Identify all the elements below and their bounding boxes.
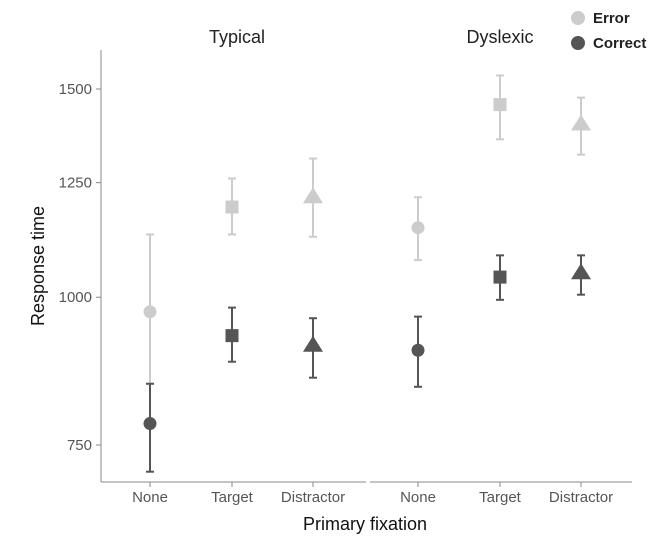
panel-title-0: Typical [209,27,265,47]
data-point-triangle [303,335,323,352]
x-tick-label: Target [211,489,254,506]
data-point-triangle [303,187,323,204]
data-point-circle [143,417,157,431]
data-point-square [493,98,507,112]
panel-title-1: Dyslexic [466,27,533,47]
data-point-square [493,270,507,284]
data-point-circle [411,221,425,235]
x-axis-title: Primary fixation [303,514,427,534]
y-axis-title: Response time [28,206,48,326]
data-point-triangle [571,114,591,131]
legend-label-correct: Correct [593,35,646,52]
x-tick-label: None [132,489,168,506]
x-tick-label: Distractor [549,489,613,506]
y-tick-label: 1000 [59,289,92,306]
y-tick-label: 1500 [59,81,92,98]
y-tick-label: 1250 [59,175,92,192]
x-tick-label: None [400,489,436,506]
data-point-circle [143,305,157,319]
data-point-square [225,200,239,214]
x-tick-label: Target [479,489,522,506]
y-tick-label: 750 [67,437,92,454]
legend-label-error: Error [593,10,630,27]
data-point-square [225,329,239,343]
legend-key-correct [571,36,585,50]
data-point-triangle [571,263,591,280]
data-point-circle [411,343,425,357]
legend-key-error [571,11,585,25]
x-tick-label: Distractor [281,489,345,506]
